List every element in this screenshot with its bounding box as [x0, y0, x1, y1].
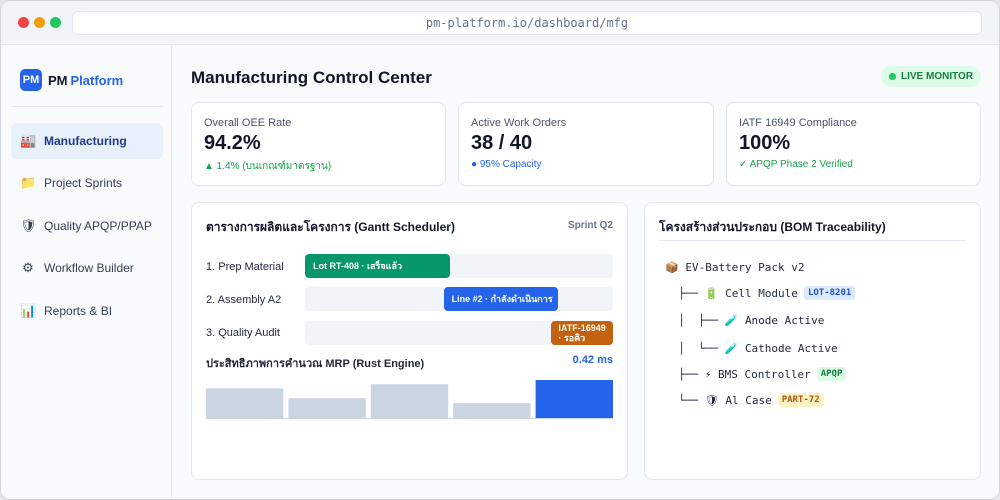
gantt-row-label: 3. Quality Audit: [206, 327, 280, 339]
gantt-track: IATF-16949 · รอคิว: [305, 321, 613, 345]
minimize-window-icon[interactable]: [34, 17, 45, 28]
lot-tag: LOT-8201: [803, 286, 856, 300]
sidebar-divider: [11, 106, 163, 107]
kpi-capacity: ● 95% Capacity: [471, 159, 542, 170]
shield-icon: 🛡: [20, 218, 37, 233]
sidebar-item-project-sprints[interactable]: 📁 Project Sprints: [11, 165, 163, 201]
battery-icon: 🔋: [704, 286, 719, 300]
close-window-icon[interactable]: [18, 17, 29, 28]
gantt-track: Lot RT-408 · เสร็จแล้ว: [305, 254, 613, 278]
sidebar-item-quality[interactable]: 🛡 Quality APQP/PPAP: [11, 208, 163, 244]
perf-bar: [206, 388, 284, 418]
address-bar[interactable]: pm-platform.io/dashboard/mfg: [72, 11, 982, 35]
brand[interactable]: PM PM Platform: [20, 69, 123, 91]
gantt-bar-prep[interactable]: Lot RT-408 · เสร็จแล้ว: [305, 254, 450, 278]
gantt-bar-assembly[interactable]: Line #2 · กำลังดำเนินการ: [443, 287, 558, 311]
kpi-value: 94.2%: [204, 132, 261, 154]
brand-logo: PM: [20, 69, 42, 91]
folder-icon: 📁: [20, 175, 37, 190]
page-title: Manufacturing Control Center: [191, 68, 432, 87]
gantt-row-label: 1. Prep Material: [206, 261, 284, 273]
sprint-tag[interactable]: Sprint Q2: [567, 220, 613, 231]
browser-titlebar: pm-platform.io/dashboard/mfg: [1, 1, 999, 45]
sidebar-item-label: Quality APQP/PPAP: [44, 219, 152, 233]
apqp-tag: APQP: [816, 367, 847, 381]
kpi-value: 38 / 40: [471, 132, 533, 154]
test-tube-icon: 🧪: [724, 341, 739, 355]
perf-value: 0.42 ms: [572, 354, 613, 366]
test-tube-icon: 🧪: [724, 313, 739, 327]
sidebar: PM PM Platform 🏭 Manufacturing 📁 Project …: [1, 45, 172, 499]
part-tag: PART-72: [777, 393, 824, 407]
kpi-label: Overall OEE Rate: [204, 117, 292, 129]
perf-label: ประสิทธิภาพการคำนวณ MRP (Rust Engine): [206, 358, 425, 370]
perf-bar: [453, 403, 531, 418]
gantt-row-label: 2. Assembly A2: [206, 294, 282, 306]
panel-divider: [659, 240, 966, 241]
bom-node-bms[interactable]: ├── ⚡ BMS Controller APQP: [665, 365, 847, 383]
gantt-panel: ตารางการผลิตและโครงการ (Gantt Scheduler)…: [191, 202, 628, 480]
bom-node-root[interactable]: 📦 EV-Battery Pack v2: [665, 260, 805, 274]
kpi-card-oee: Overall OEE Rate 94.2% ▲ 1.4% (บนเกณฑ์มา…: [191, 102, 446, 186]
factory-icon: 🏭: [20, 133, 37, 148]
gantt-bar-audit[interactable]: IATF-16949 · รอคิว: [551, 321, 613, 345]
status-badge-label: LIVE MONITOR: [901, 71, 974, 82]
kpi-trend: ▲ 1.4% (บนเกณฑ์มาตรฐาน): [204, 161, 332, 172]
perf-bar: [288, 398, 366, 418]
bom-node-cell-module[interactable]: ├── 🔋 Cell Module LOT-8201: [665, 284, 856, 302]
maximize-window-icon[interactable]: [50, 17, 61, 28]
sidebar-item-label: Project Sprints: [44, 176, 123, 190]
bom-node-anode[interactable]: │ ├── 🧪 Anode Active: [665, 313, 825, 327]
kpi-value: 100%: [739, 132, 791, 154]
panel-title: โครงสร้างส่วนประกอบ (BOM Traceability): [659, 220, 886, 234]
live-dot-icon: [889, 73, 896, 80]
lightning-icon: ⚡: [704, 367, 712, 381]
kpi-card-compliance: IATF 16949 Compliance 100% ✓ APQP Phase …: [726, 102, 981, 186]
main-content: Manufacturing Control Center LIVE MONITO…: [172, 45, 999, 499]
sidebar-item-label: Reports & BI: [44, 304, 113, 318]
perf-bar-chart: [206, 380, 613, 419]
shield-icon: 🛡: [704, 393, 719, 407]
sidebar-item-reports[interactable]: 📊 Reports & BI: [11, 293, 163, 329]
brand-name: PM Platform: [48, 72, 124, 88]
bom-panel: โครงสร้างส่วนประกอบ (BOM Traceability) 📦…: [644, 202, 981, 480]
sidebar-item-label: Manufacturing: [44, 134, 127, 148]
perf-bar: [370, 384, 449, 418]
panel-title: ตารางการผลิตและโครงการ (Gantt Scheduler): [206, 220, 455, 234]
perf-bar: [535, 380, 613, 418]
gear-icon: ⚙: [22, 260, 34, 275]
kpi-label: Active Work Orders: [471, 117, 567, 129]
bom-node-case[interactable]: └── 🛡 Al Case PART-72: [665, 391, 824, 409]
package-icon: 📦: [665, 260, 679, 274]
sidebar-item-manufacturing[interactable]: 🏭 Manufacturing: [11, 123, 163, 159]
sidebar-item-label: Workflow Builder: [44, 261, 134, 275]
bar-chart-icon: 📊: [20, 303, 37, 318]
gantt-track: Line #2 · กำลังดำเนินการ: [305, 287, 613, 311]
status-badge: LIVE MONITOR: [881, 66, 982, 87]
bom-node-cathode[interactable]: │ └── 🧪 Cathode Active: [665, 341, 838, 355]
kpi-card-work-orders: Active Work Orders 38 / 40 ● 95% Capacit…: [458, 102, 714, 186]
kpi-verification: ✓ APQP Phase 2 Verified: [739, 159, 853, 170]
kpi-label: IATF 16949 Compliance: [739, 117, 857, 129]
sidebar-item-workflow-builder[interactable]: ⚙ Workflow Builder: [11, 250, 163, 286]
